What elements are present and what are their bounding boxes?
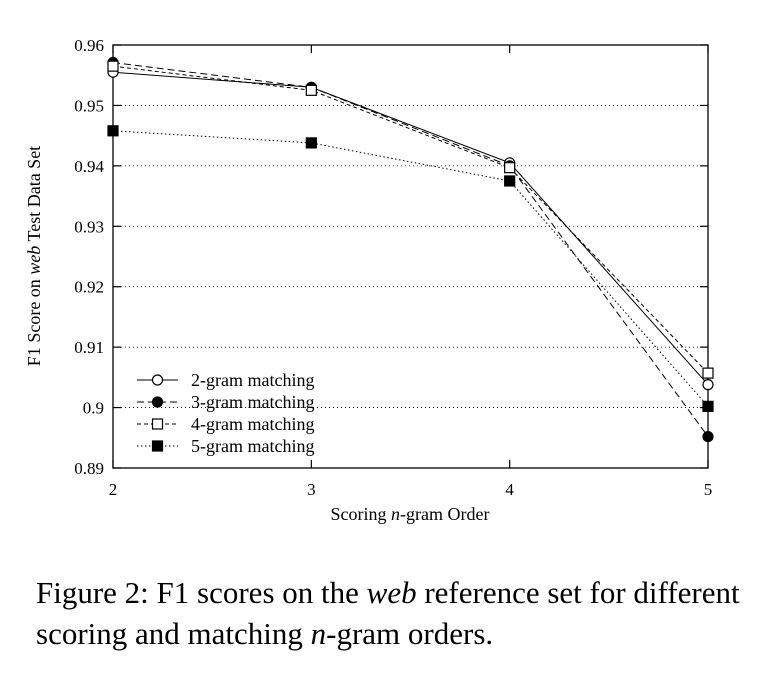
y-tick-label: 0.96	[74, 36, 104, 55]
series-2-gram	[107, 66, 714, 391]
y-tick-label: 0.92	[74, 278, 104, 297]
data-point	[305, 137, 317, 149]
data-point	[305, 84, 317, 96]
data-point	[504, 175, 516, 187]
figure-caption: Figure 2: F1 scores on the web reference…	[36, 575, 740, 651]
legend-marker	[151, 374, 164, 386]
y-axis-label: F1 Score on web Test Data Set	[24, 146, 44, 366]
data-point	[702, 367, 714, 379]
series-layer	[107, 56, 714, 443]
legend-marker	[151, 440, 164, 452]
y-tick-label: 0.89	[74, 459, 104, 478]
legend-marker	[151, 418, 164, 430]
data-point	[107, 60, 119, 72]
legend-item: 3-gram matching	[137, 392, 314, 412]
legend-item: 5-gram matching	[137, 436, 314, 456]
x-axis-label: Scoring n-gram Order	[331, 504, 490, 524]
legend-label: 3-gram matching	[191, 392, 314, 412]
legend-label: 5-gram matching	[191, 436, 314, 456]
data-point	[702, 379, 714, 391]
x-tick-label: 2	[109, 480, 118, 499]
data-point	[107, 125, 119, 137]
data-point	[702, 400, 714, 412]
data-point	[504, 162, 516, 174]
legend-marker	[151, 396, 164, 408]
x-tick-label: 5	[704, 480, 713, 499]
plot-frame	[112, 44, 709, 469]
series-line	[112, 130, 709, 407]
y-tick-label: 0.95	[74, 96, 104, 115]
data-point	[702, 430, 714, 443]
series-line	[112, 71, 709, 385]
series-4-gram	[107, 60, 714, 379]
legend-item: 2-gram matching	[137, 370, 314, 390]
legend-label: 4-gram matching	[191, 414, 314, 434]
series-line	[112, 65, 709, 374]
f1-line-chart: 0.89 0.9 0.91 0.92 0.93 0.94 0.95 0.96 2 3 4 5 F1 S…	[24, 36, 714, 524]
legend-label: 2-gram matching	[191, 370, 314, 390]
y-tick-label: 0.94	[74, 157, 104, 176]
series-line	[112, 62, 709, 437]
y-tick-label: 0.91	[74, 338, 104, 357]
series-5-gram	[107, 125, 714, 412]
y-tick-label: 0.9	[83, 399, 104, 418]
x-tick-label: 3	[307, 480, 316, 499]
legend-item: 4-gram matching	[137, 414, 314, 434]
y-tick-label: 0.93	[74, 217, 104, 236]
axis-ticks: 0.89 0.9 0.91 0.92 0.93 0.94 0.95 0.96 2 3 4 5	[74, 36, 712, 499]
x-tick-label: 4	[505, 480, 514, 499]
grid-lines	[113, 105, 708, 408]
